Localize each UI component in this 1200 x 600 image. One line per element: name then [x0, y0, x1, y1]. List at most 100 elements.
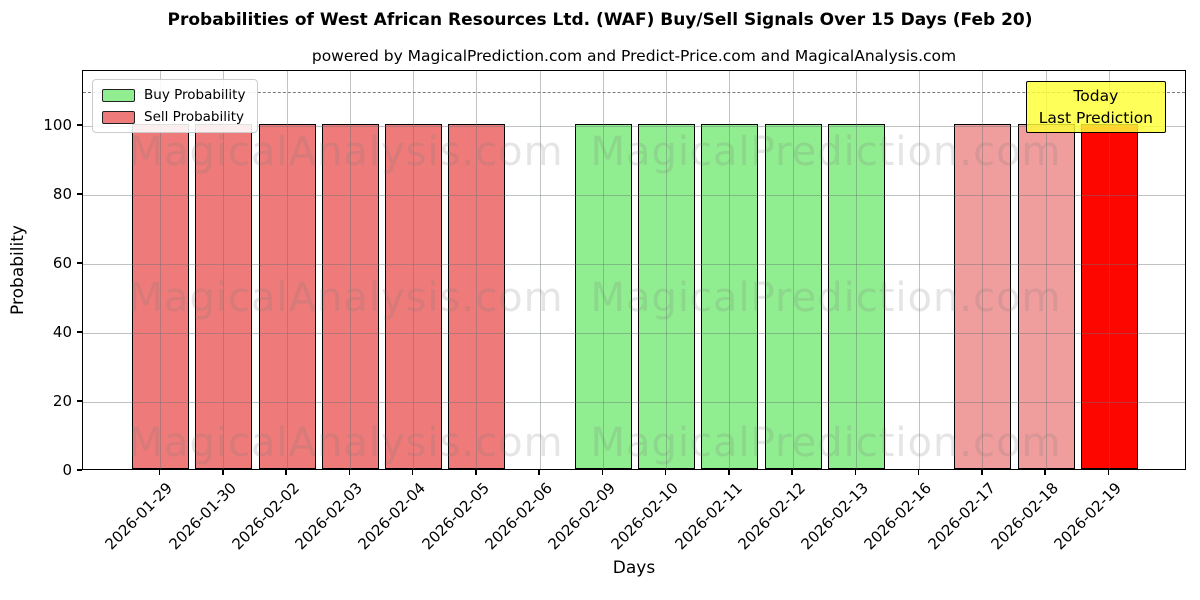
x-tick-label: 2026-02-12 — [734, 479, 809, 554]
x-gridline — [223, 71, 225, 469]
bar-buy-2026-02-11 — [701, 124, 759, 469]
x-tick-label: 2026-02-17 — [924, 479, 999, 554]
x-tick-mark — [222, 470, 224, 475]
watermark-left: MagicalAnalysis.com — [128, 275, 564, 321]
x-tick-mark — [475, 470, 477, 475]
chart-title: Probabilities of West African Resources … — [167, 10, 1033, 30]
x-gridline — [286, 71, 288, 469]
watermark-right: MagicalPrediction.com — [590, 420, 1062, 466]
x-gridline — [160, 71, 162, 469]
y-tick-label: 100 — [43, 116, 72, 135]
bar-sell-2026-02-02 — [258, 124, 316, 469]
x-tick-label: 2026-02-13 — [797, 479, 873, 554]
today-annotation: Today Last Prediction — [1025, 81, 1166, 133]
today-annotation-line1: Today — [1073, 87, 1119, 105]
x-tick-mark — [538, 470, 540, 475]
x-tick-label: 2026-02-06 — [481, 479, 556, 554]
y-tick-label: 60 — [52, 254, 72, 273]
y-tick-mark — [77, 469, 82, 471]
x-tick-label: 2026-02-09 — [544, 479, 620, 554]
bar-sell-2026-02-17 — [954, 124, 1012, 469]
y-gridline — [83, 401, 1185, 403]
bar-sell-2026-02-04 — [385, 124, 443, 469]
x-tick-label: 2026-02-05 — [418, 479, 493, 554]
x-gridline — [413, 71, 415, 469]
y-tick-mark — [77, 331, 82, 333]
watermark-left: MagicalAnalysis.com — [128, 420, 564, 466]
bar-buy-2026-02-10 — [638, 124, 696, 469]
y-gridline — [83, 125, 1185, 127]
y-tick-label: 40 — [52, 323, 72, 342]
threshold-dashed-line — [83, 91, 1185, 93]
x-tick-label: 2026-02-02 — [228, 479, 303, 554]
x-tick-label: 2026-02-03 — [291, 479, 367, 554]
x-tick-mark — [601, 470, 604, 475]
x-tick-label: 2026-02-19 — [1050, 479, 1126, 554]
buy-color-swatch — [102, 88, 135, 102]
y-gridline — [83, 263, 1185, 265]
y-tick-mark — [77, 400, 82, 402]
bar-sell-2026-01-30 — [195, 124, 253, 469]
bar-buy-2026-02-12 — [764, 124, 822, 469]
x-tick-mark — [664, 470, 667, 475]
x-axis-title: Days — [612, 558, 656, 578]
y-tick-label: 20 — [52, 392, 72, 411]
x-tick-label: 2026-02-16 — [860, 479, 936, 554]
x-gridline — [1108, 71, 1110, 469]
y-gridline — [83, 194, 1185, 196]
x-tick-mark — [285, 470, 287, 475]
x-tick-label: 2026-02-10 — [607, 479, 683, 554]
x-tick-mark — [348, 470, 351, 475]
today-annotation-line2: Last Prediction — [1038, 109, 1153, 127]
x-tick-label: 2026-02-04 — [354, 479, 430, 554]
x-gridline — [1045, 71, 1047, 469]
legend-label-sell: Sell Probability — [144, 109, 245, 125]
x-tick-mark — [411, 470, 414, 475]
x-tick-mark — [854, 470, 857, 475]
x-gridline — [729, 71, 731, 469]
bar-sell-2026-02-05 — [448, 124, 506, 469]
y-gridline — [83, 332, 1185, 334]
y-tick-label: 80 — [52, 185, 72, 204]
x-tick-mark — [917, 470, 920, 475]
watermark-left: MagicalAnalysis.com — [128, 129, 564, 175]
legend: Buy Probability Sell Probability — [92, 79, 259, 133]
y-tick-mark — [77, 124, 82, 126]
x-tick-mark — [1044, 470, 1046, 475]
bar-sell-2026-02-18 — [1017, 124, 1075, 469]
y-tick-mark — [77, 193, 82, 195]
x-tick-mark — [791, 470, 793, 475]
y-tick-mark — [77, 262, 82, 264]
x-tick-mark — [1107, 470, 1110, 475]
x-tick-label: 2026-01-29 — [101, 479, 177, 554]
chart-subtitle: powered by MagicalPrediction.com and Pre… — [311, 47, 957, 65]
x-gridline — [349, 71, 351, 469]
legend-label-buy: Buy Probability — [144, 87, 246, 103]
x-tick-mark — [158, 470, 161, 475]
x-tick-mark — [981, 470, 983, 475]
x-gridline — [855, 71, 857, 469]
x-gridline — [982, 71, 984, 469]
x-gridline — [476, 71, 478, 469]
x-tick-mark — [728, 470, 730, 475]
x-tick-label: 2026-02-18 — [987, 479, 1062, 554]
x-tick-label: 2026-02-11 — [671, 479, 746, 554]
legend-item-sell: Sell Probability — [102, 109, 245, 125]
bar-buy-2026-02-13 — [827, 124, 885, 469]
bar-sell-today-2026-02-19 — [1080, 124, 1138, 469]
x-gridline — [539, 71, 541, 469]
bar-buy-2026-02-09 — [574, 124, 632, 469]
x-gridline — [792, 71, 794, 469]
y-tick-label: 0 — [62, 461, 72, 479]
sell-color-swatch — [102, 110, 135, 124]
plot-area: Buy Probability Sell Probability Today L… — [82, 70, 1186, 470]
watermark-right: MagicalPrediction.com — [590, 275, 1062, 321]
bar-sell-2026-02-03 — [321, 124, 379, 469]
x-gridline — [919, 71, 921, 469]
legend-item-buy: Buy Probability — [102, 87, 245, 103]
watermark-right: MagicalPrediction.com — [590, 129, 1062, 175]
x-tick-label: 2026-01-30 — [165, 479, 240, 554]
bar-sell-2026-01-29 — [132, 124, 190, 469]
x-gridline — [666, 71, 668, 469]
